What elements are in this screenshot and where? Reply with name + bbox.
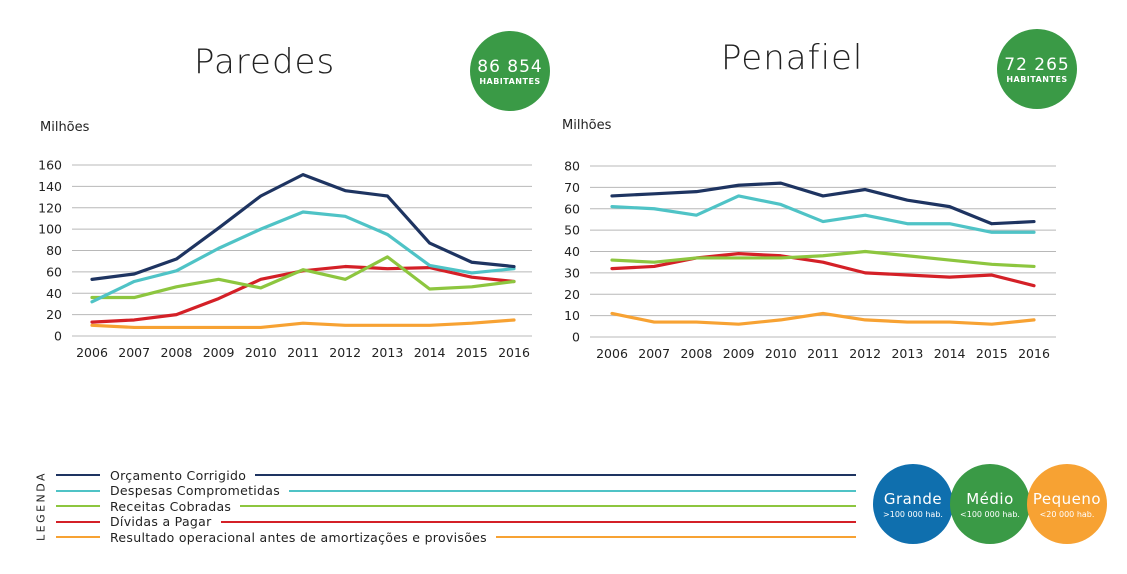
legend-label: Receitas Cobradas bbox=[110, 498, 232, 514]
x-tick-label: 2008 bbox=[160, 345, 192, 360]
legend-line bbox=[289, 489, 856, 492]
x-tick-label: 2011 bbox=[287, 345, 319, 360]
x-tick-label: 2007 bbox=[118, 345, 150, 360]
legend-swatch bbox=[56, 505, 100, 507]
y-tick-label: 60 bbox=[564, 201, 580, 216]
x-tick-label: 2016 bbox=[498, 345, 530, 360]
legend-label: Despesas Comprometidas bbox=[110, 483, 281, 498]
population-number: 72 265 bbox=[1004, 54, 1070, 75]
population-badge-paredes: 86 854 HABITANTES bbox=[470, 31, 550, 111]
size-circle-grande: Grande >100 000 hab. bbox=[873, 464, 953, 544]
legend-item: Dívidas a Pagar bbox=[56, 514, 856, 529]
x-tick-label: 2008 bbox=[680, 346, 712, 361]
y-tick-label: 120 bbox=[38, 200, 62, 215]
legend-label: Resultado operacional antes de amortizaç… bbox=[110, 529, 487, 545]
x-tick-label: 2015 bbox=[976, 346, 1008, 361]
x-tick-label: 2007 bbox=[638, 346, 670, 361]
size-range: <100 000 hab. bbox=[960, 509, 1020, 519]
size-range: >100 000 hab. bbox=[883, 509, 943, 519]
x-tick-label: 2014 bbox=[934, 346, 966, 361]
y-tick-label: 100 bbox=[38, 222, 62, 237]
y-tick-label: 40 bbox=[564, 244, 580, 259]
size-name: Grande bbox=[883, 489, 943, 508]
series-line bbox=[90, 173, 516, 281]
population-label: HABITANTES bbox=[1006, 74, 1068, 84]
y-tick-label: 30 bbox=[564, 265, 580, 280]
y-tick-label: 140 bbox=[38, 179, 62, 194]
legend-swatch bbox=[56, 520, 100, 523]
series-line bbox=[90, 318, 516, 330]
legend-item: Resultado operacional antes de amortizaç… bbox=[56, 529, 856, 545]
chart-paredes: 0 20 40 60 80 100 120 140 160 2006 2007 2008 2009 201… bbox=[38, 158, 532, 360]
y-tick-label: 80 bbox=[46, 243, 62, 258]
x-tick-label: 2006 bbox=[596, 346, 628, 361]
x-tick-label: 2012 bbox=[329, 345, 361, 360]
population-badge-penafiel: 72 265 HABITANTES bbox=[997, 29, 1077, 109]
series-line bbox=[90, 210, 516, 304]
x-tick-label: 2009 bbox=[203, 345, 235, 360]
unit-label-paredes: Milhões bbox=[40, 120, 90, 135]
y-tick-label: 10 bbox=[564, 308, 580, 323]
legend-swatch bbox=[56, 474, 100, 476]
y-tick-label: 20 bbox=[46, 307, 62, 322]
series-line bbox=[90, 255, 516, 300]
x-tick-label: 2009 bbox=[723, 346, 755, 361]
legend-label: Dívidas a Pagar bbox=[110, 514, 212, 529]
y-tick-label: 80 bbox=[564, 159, 580, 174]
series-line bbox=[610, 311, 1036, 326]
y-tick-label: 20 bbox=[564, 287, 580, 302]
legend-line bbox=[495, 536, 856, 538]
legend-line bbox=[240, 505, 856, 507]
x-tick-label: 2011 bbox=[807, 346, 839, 361]
x-tick-label: 2010 bbox=[765, 346, 797, 361]
x-tick-label: 2006 bbox=[76, 345, 108, 360]
y-tick-label: 40 bbox=[46, 286, 62, 301]
legend-item: Orçamento Corrigido bbox=[56, 467, 856, 483]
x-tick-label: 2014 bbox=[414, 345, 446, 360]
x-tick-label: 2013 bbox=[891, 346, 923, 361]
y-tick-label: 70 bbox=[564, 180, 580, 195]
size-circle-pequeno: Pequeno <20 000 hab. bbox=[1027, 464, 1107, 544]
y-tick-label: 0 bbox=[572, 330, 580, 345]
size-name: Médio bbox=[966, 489, 1014, 508]
legend-swatch bbox=[56, 489, 100, 492]
series-line bbox=[610, 194, 1036, 234]
chart-title-paredes: Paredes bbox=[194, 42, 336, 82]
chart-title-penafiel: Penafiel bbox=[721, 38, 864, 78]
legend-item: Despesas Comprometidas bbox=[56, 483, 856, 498]
legend-line bbox=[255, 474, 856, 476]
series-line bbox=[610, 181, 1036, 226]
series-line bbox=[610, 249, 1036, 269]
y-tick-label: 50 bbox=[564, 223, 580, 238]
size-range: <20 000 hab. bbox=[1039, 509, 1095, 519]
x-tick-label: 2012 bbox=[849, 346, 881, 361]
x-tick-label: 2010 bbox=[245, 345, 277, 360]
legend-label: Orçamento Corrigido bbox=[110, 467, 247, 483]
x-tick-label: 2013 bbox=[371, 345, 403, 360]
x-tick-label: 2015 bbox=[456, 345, 488, 360]
population-label: HABITANTES bbox=[479, 76, 541, 86]
legend-title: LEGENDA bbox=[34, 470, 48, 542]
x-tick-label: 2016 bbox=[1018, 346, 1050, 361]
legend-item: Receitas Cobradas bbox=[56, 498, 856, 514]
y-tick-label: 160 bbox=[38, 158, 62, 173]
unit-label-penafiel: Milhões bbox=[562, 118, 612, 133]
y-tick-label: 0 bbox=[54, 329, 62, 344]
size-circle-medio: Médio <100 000 hab. bbox=[950, 464, 1030, 544]
chart-penafiel: 0 10 20 30 40 50 60 70 80 2006 2007 2008 2009 2010 201… bbox=[564, 159, 1056, 361]
population-number: 86 854 bbox=[477, 56, 543, 77]
legend-line bbox=[220, 520, 856, 523]
legend-swatch bbox=[56, 536, 100, 538]
y-tick-label: 60 bbox=[46, 264, 62, 279]
size-name: Pequeno bbox=[1032, 489, 1102, 508]
